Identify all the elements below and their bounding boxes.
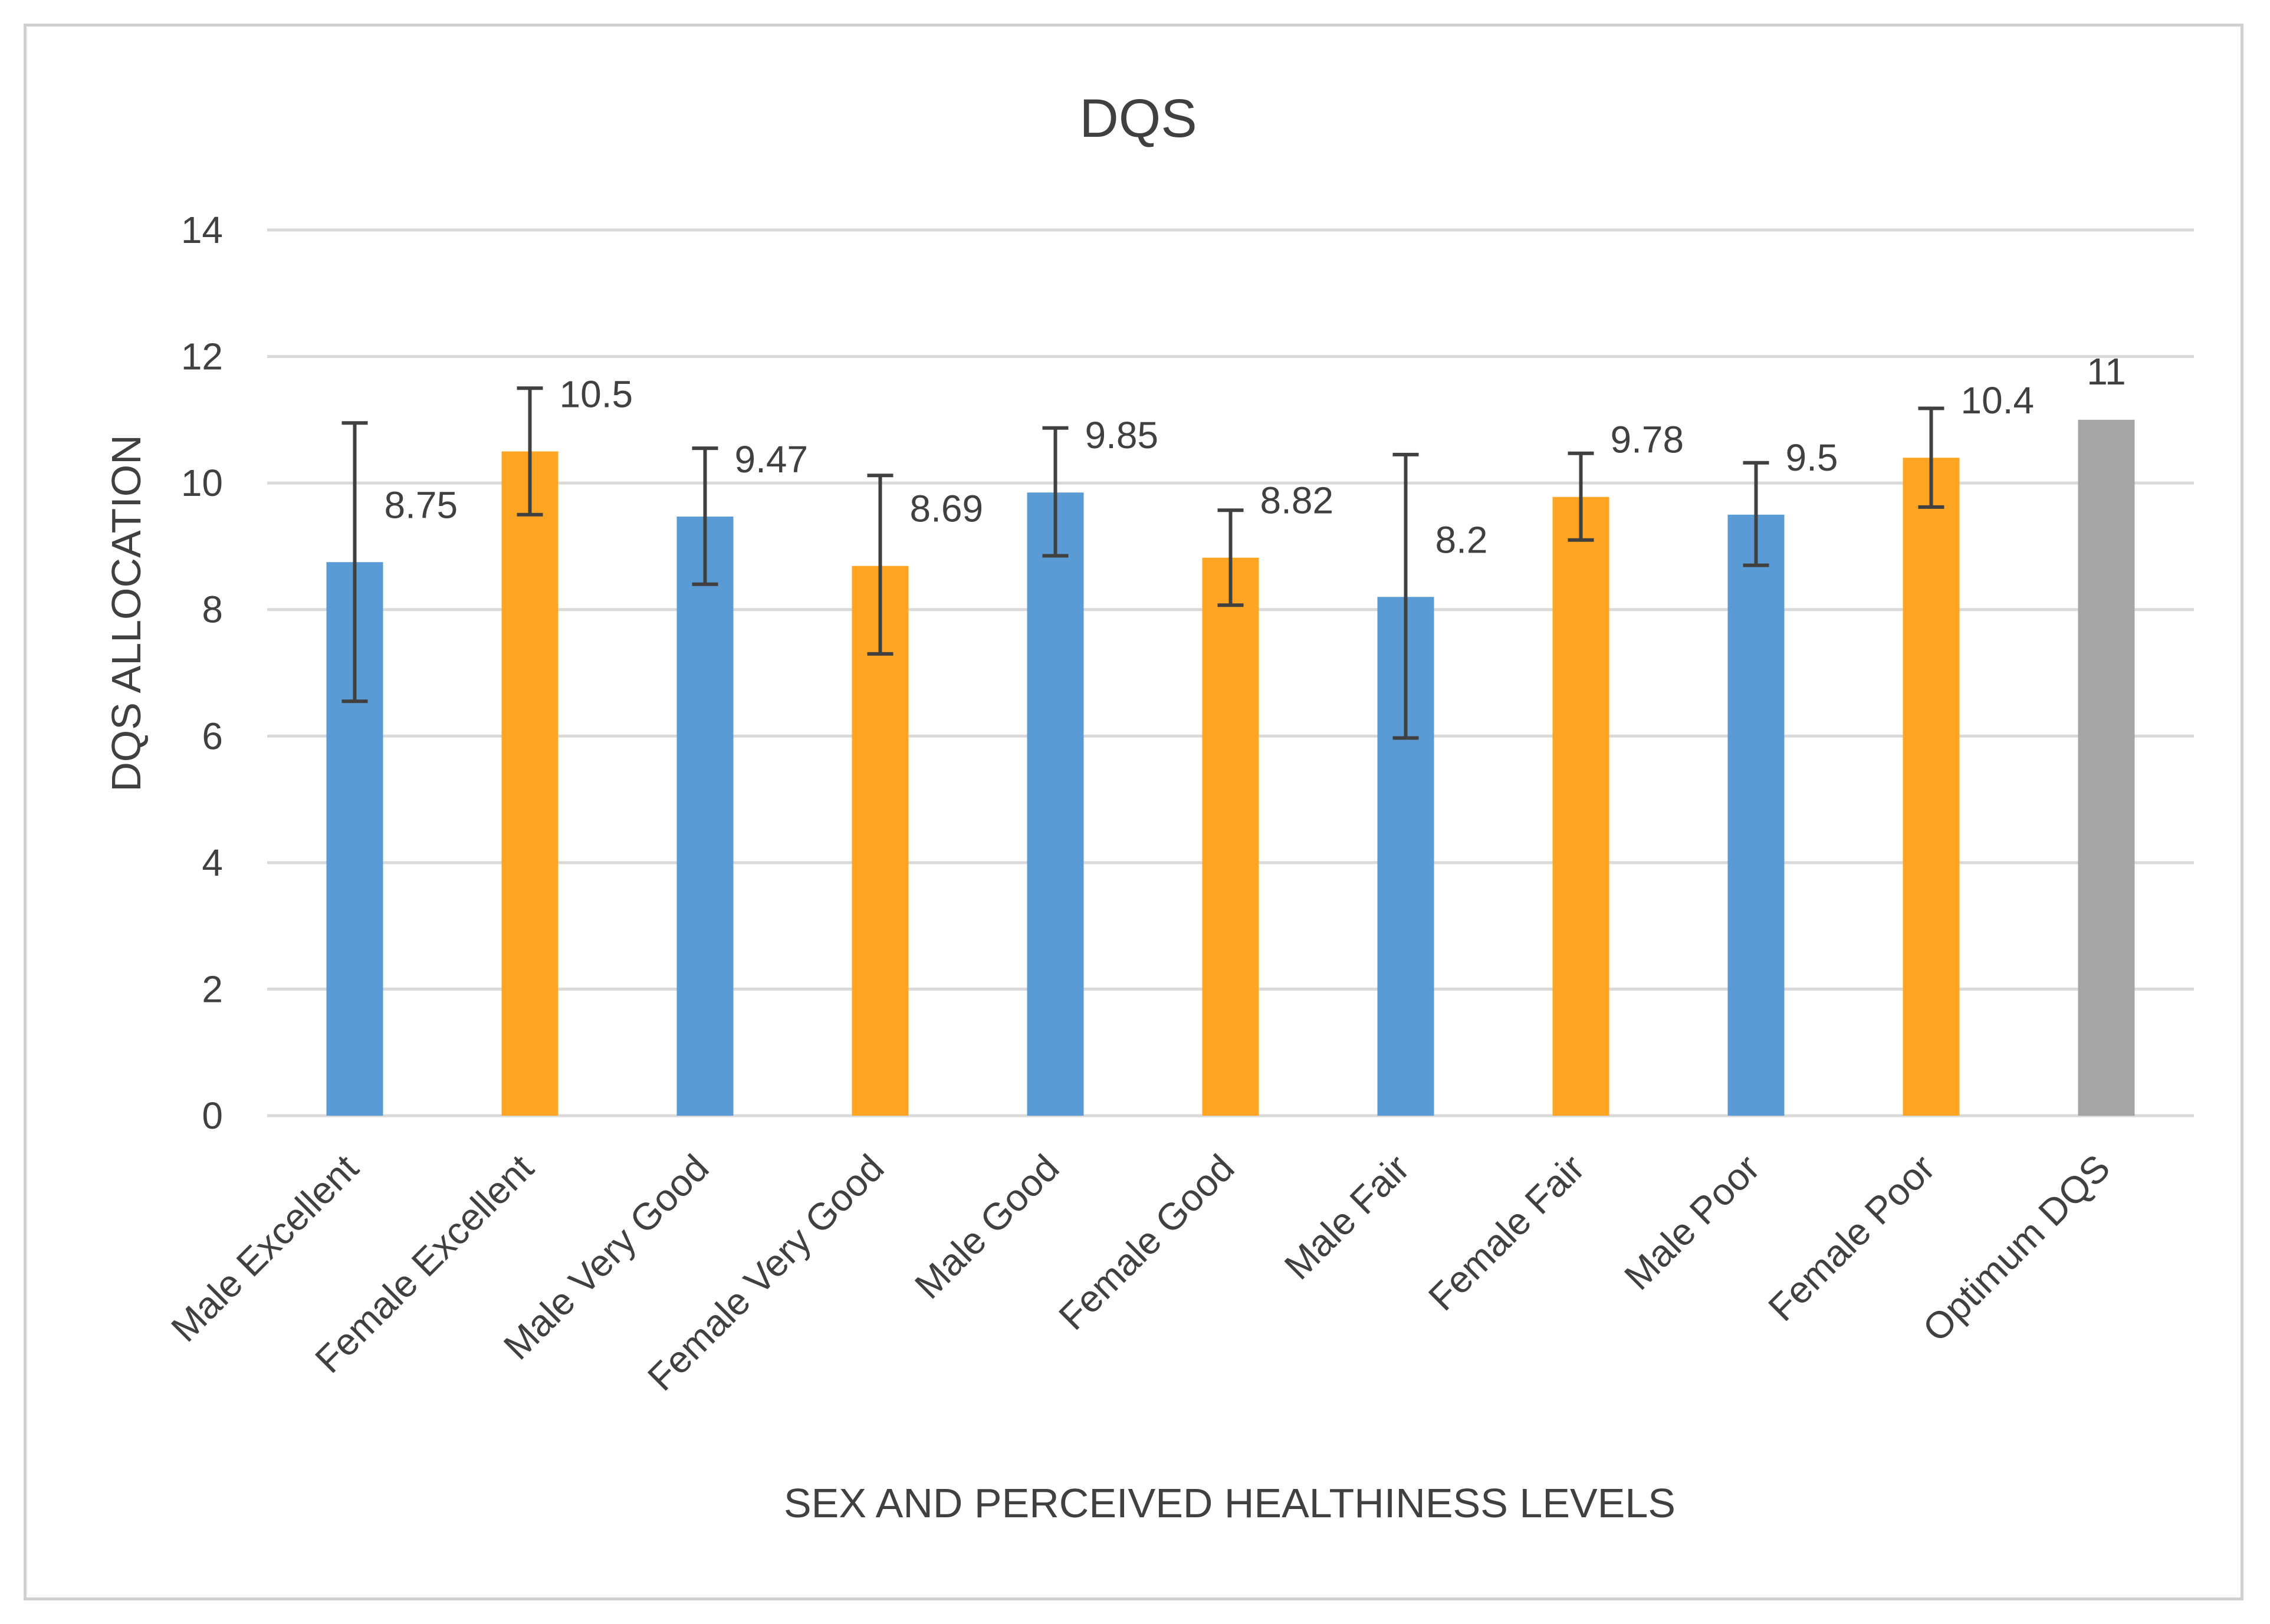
data-label: 9.85 [1085,414,1159,456]
bar [1202,557,1259,1116]
data-label: 9.47 [735,438,809,481]
bar [1727,514,1785,1116]
bar [2078,419,2135,1116]
error-bars [341,386,1944,740]
chart-frame [24,24,2243,1600]
y-tick-label: 14 [181,209,223,251]
bar [676,517,734,1116]
bar [1552,497,1609,1116]
data-labels: 8.75 10.5 9.47 8.69 9.85 8.82 8.2 9.78 9.5 10.4 11 [385,350,2126,561]
y-tick-label: 4 [202,841,223,884]
y-axis-ticks: 0 2 4 6 8 10 12 14 [181,209,223,1137]
x-tick-label: Female Fair [1420,1146,1592,1319]
bar [1903,458,1960,1116]
data-label: 8.2 [1435,518,1488,561]
x-axis-title: SEX AND PERCEIVED HEALTHINESS LEVELS [784,1480,1676,1526]
data-label: 8.82 [1260,479,1334,522]
y-tick-label: 10 [181,462,223,504]
y-tick-label: 8 [202,589,223,631]
x-tick-label: Optimum DQS [1914,1146,2118,1350]
data-label: 8.75 [385,484,458,526]
x-tick-label: Male Excellent [163,1146,366,1350]
y-axis-title: DQS ALLOCATION [103,435,149,792]
data-label: 11 [2087,350,2126,393]
data-label: 8.69 [910,488,984,530]
x-tick-label: Male Good [906,1146,1067,1307]
x-tick-label: Male Poor [1616,1146,1768,1298]
y-tick-label: 0 [202,1094,223,1137]
chart-title: DQS [1079,88,1197,149]
data-label: 10.4 [1961,379,2035,422]
data-label: 9.78 [1611,419,1684,461]
data-label: 9.5 [1786,436,1838,479]
bar [852,566,909,1116]
y-tick-label: 6 [202,715,223,757]
x-tick-label: Female Good [1050,1146,1242,1338]
x-tick-label: Female Poor [1760,1146,1943,1329]
bar [1027,492,1084,1116]
data-label: 10.5 [560,373,633,416]
bar [501,451,559,1116]
y-tick-label: 2 [202,968,223,1010]
x-tick-label: Male Fair [1276,1146,1418,1288]
y-tick-label: 12 [181,336,223,378]
